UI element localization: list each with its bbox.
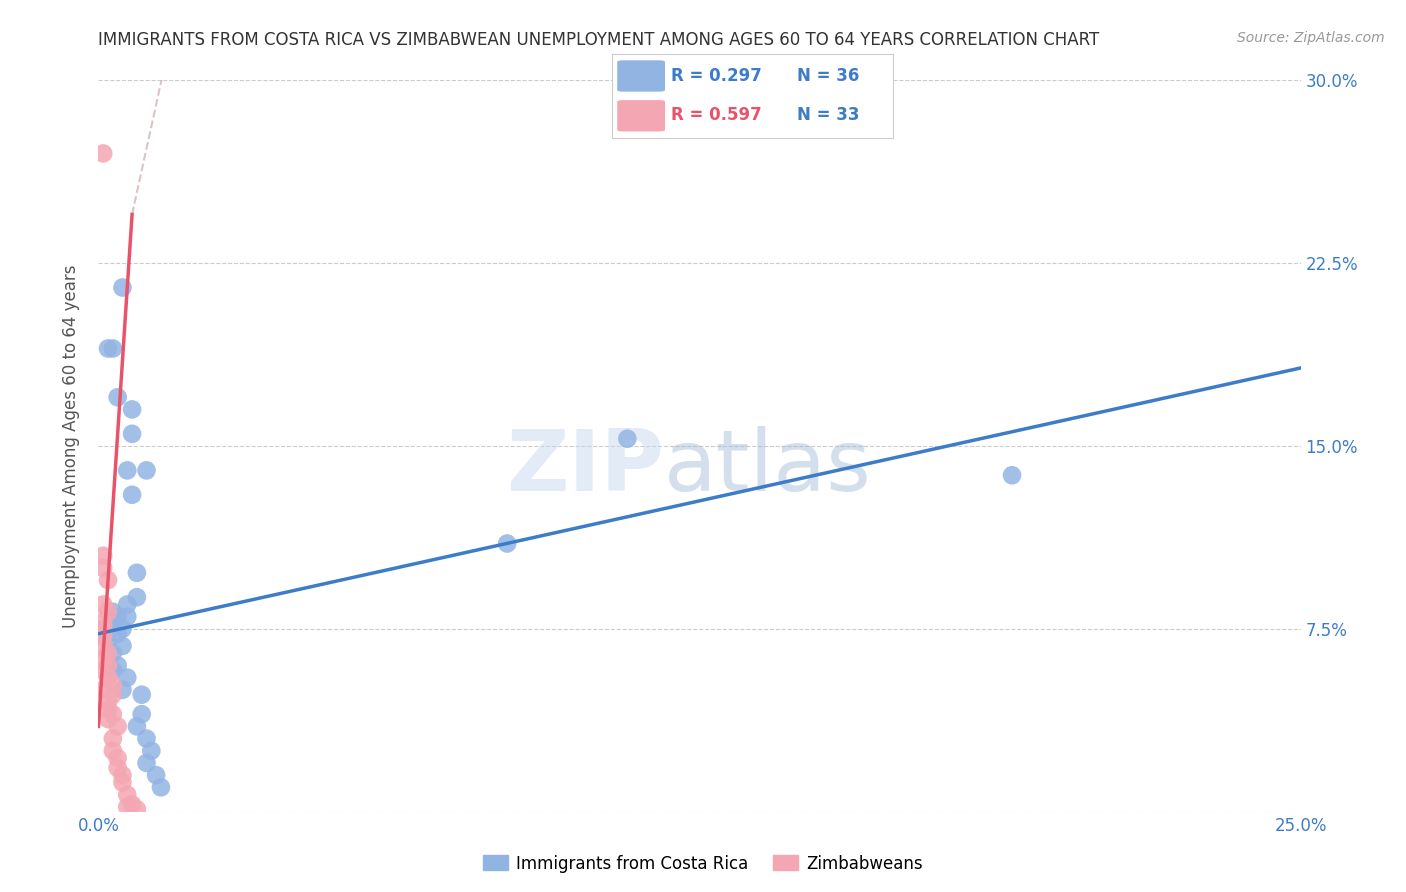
Point — [496, 536, 519, 550]
Point — [91, 629, 114, 643]
Text: ZIP: ZIP — [506, 426, 664, 509]
Point — [131, 707, 153, 722]
Point — [97, 712, 120, 726]
Point — [101, 731, 124, 746]
Text: R = 0.297: R = 0.297 — [671, 67, 762, 85]
Point — [97, 342, 120, 356]
Point — [135, 731, 157, 746]
Point — [111, 768, 134, 782]
Point — [125, 566, 148, 580]
Point — [107, 719, 129, 733]
Point — [107, 751, 129, 765]
Point — [91, 615, 114, 629]
Point — [101, 646, 124, 660]
Text: N = 36: N = 36 — [797, 67, 859, 85]
Point — [111, 682, 134, 697]
Point — [101, 678, 124, 692]
Point — [97, 695, 120, 709]
Point — [117, 463, 139, 477]
Text: IMMIGRANTS FROM COSTA RICA VS ZIMBABWEAN UNEMPLOYMENT AMONG AGES 60 TO 64 YEARS : IMMIGRANTS FROM COSTA RICA VS ZIMBABWEAN… — [98, 31, 1099, 49]
Point — [97, 658, 120, 673]
Point — [97, 671, 120, 685]
Point — [91, 682, 114, 697]
Point — [91, 654, 114, 668]
Point — [1001, 468, 1024, 483]
Point — [101, 605, 124, 619]
FancyBboxPatch shape — [617, 100, 665, 131]
Point — [125, 802, 148, 816]
Point — [97, 646, 120, 660]
Point — [101, 342, 124, 356]
Point — [131, 688, 153, 702]
Point — [141, 744, 163, 758]
Point — [117, 800, 139, 814]
Text: atlas: atlas — [664, 426, 872, 509]
Point — [97, 605, 120, 619]
Point — [135, 756, 157, 770]
Point — [91, 146, 114, 161]
Point — [111, 622, 134, 636]
Point — [616, 432, 638, 446]
Point — [101, 744, 124, 758]
Point — [107, 390, 129, 404]
Point — [111, 639, 134, 653]
Point — [91, 598, 114, 612]
Point — [91, 639, 114, 653]
Point — [97, 702, 120, 716]
FancyBboxPatch shape — [617, 61, 665, 92]
Point — [125, 590, 148, 604]
Point — [121, 488, 143, 502]
Point — [121, 426, 143, 441]
Point — [145, 768, 167, 782]
Point — [97, 573, 120, 587]
Point — [101, 688, 124, 702]
Point — [117, 598, 139, 612]
Point — [125, 719, 148, 733]
Point — [135, 463, 157, 477]
Point — [107, 658, 129, 673]
Legend: Immigrants from Costa Rica, Zimbabweans: Immigrants from Costa Rica, Zimbabweans — [477, 848, 929, 880]
Point — [117, 788, 139, 802]
Point — [121, 797, 143, 812]
Point — [107, 761, 129, 775]
Point — [111, 280, 134, 294]
Point — [117, 609, 139, 624]
Point — [107, 626, 129, 640]
Text: N = 33: N = 33 — [797, 106, 859, 124]
Text: Source: ZipAtlas.com: Source: ZipAtlas.com — [1237, 31, 1385, 45]
Point — [101, 663, 124, 677]
Point — [91, 622, 114, 636]
Point — [91, 663, 114, 677]
Point — [107, 609, 129, 624]
Y-axis label: Unemployment Among Ages 60 to 64 years: Unemployment Among Ages 60 to 64 years — [62, 264, 80, 628]
Point — [121, 402, 143, 417]
Point — [111, 775, 134, 789]
Point — [97, 634, 120, 648]
Point — [91, 561, 114, 575]
Point — [91, 549, 114, 563]
Text: R = 0.597: R = 0.597 — [671, 106, 762, 124]
Point — [117, 671, 139, 685]
Point — [101, 615, 124, 629]
Point — [149, 780, 172, 795]
Point — [101, 707, 124, 722]
